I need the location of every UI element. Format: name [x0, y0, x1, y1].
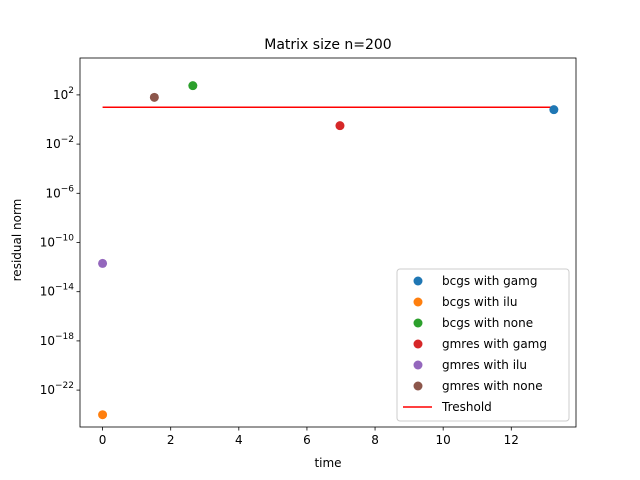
y-tick-label: 10−22	[40, 381, 74, 397]
data-point	[549, 105, 559, 115]
y-tick-label: 10−18	[40, 332, 75, 348]
legend-marker	[413, 318, 423, 328]
y-tick-label: 10−6	[45, 184, 74, 200]
y-tick-label: 10−2	[45, 135, 74, 151]
legend-label: gmres with none	[442, 379, 543, 393]
legend-marker	[413, 276, 423, 286]
y-axis-label: residual norm	[10, 199, 24, 282]
data-point	[98, 258, 108, 268]
x-tick-label: 6	[303, 433, 311, 447]
legend-marker	[413, 381, 423, 391]
series-layer	[98, 81, 559, 420]
x-tick-label: 10	[436, 433, 451, 447]
y-tick-label: 102	[53, 86, 74, 102]
data-point	[98, 410, 108, 420]
data-point	[149, 92, 159, 102]
y-tick-label: 10−14	[40, 283, 75, 299]
legend-label: Treshold	[441, 400, 492, 414]
legend-label: bcgs with none	[442, 316, 533, 330]
x-axis-label: time	[314, 456, 341, 470]
y-axis: 102 10−2 10−6 10−10 10−14 10−18 10−22	[40, 86, 80, 397]
legend: bcgs with gamg bcgs with ilu bcgs with non…	[396, 268, 570, 422]
legend-label: bcgs with ilu	[442, 295, 517, 309]
legend-marker	[413, 339, 423, 349]
y-tick-label: 10−10	[40, 234, 75, 250]
legend-box	[396, 268, 570, 422]
data-point	[335, 121, 345, 131]
legend-label: gmres with gamg	[442, 337, 547, 351]
legend-marker	[413, 297, 423, 307]
x-tick-label: 12	[504, 433, 519, 447]
x-tick-label: 2	[167, 433, 175, 447]
x-tick-label: 4	[235, 433, 243, 447]
data-point	[188, 81, 198, 91]
x-tick-label: 0	[99, 433, 107, 447]
x-tick-label: 8	[371, 433, 379, 447]
legend-label: bcgs with gamg	[442, 274, 537, 288]
chart-title: Matrix size n=200	[264, 37, 391, 53]
legend-marker	[413, 360, 423, 370]
legend-label: gmres with ilu	[442, 358, 527, 372]
x-axis: 0 2 4 6 8 10 12	[99, 427, 519, 447]
